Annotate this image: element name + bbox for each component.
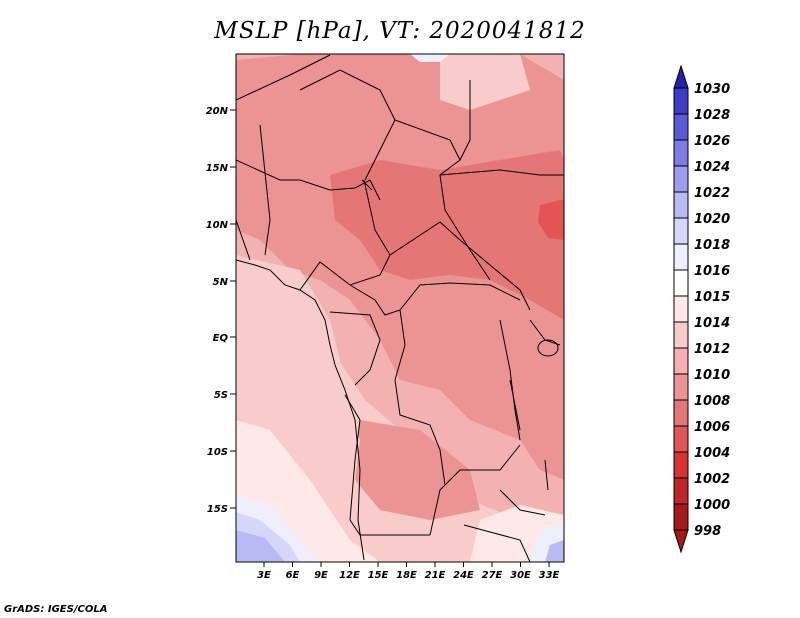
border-line [429,444,521,536]
lat-tick-label: 5S [214,390,228,401]
colorbar-label: 1000 [694,498,730,513]
lat-tick-label: 10S [207,447,228,458]
colorbar-swatch [673,451,689,479]
colorbar-label: 1018 [694,238,730,253]
colorbar-swatch [673,243,689,271]
credit-text: GrADS: IGES/COLA [4,604,108,615]
lat-tick-label: 15N [206,163,229,174]
field-1008-south [355,420,480,520]
colorbar-label: 1016 [694,264,730,279]
colorbar-swatch [673,503,689,531]
colorbar-label: 1026 [694,134,730,149]
colorbar-label: 1006 [694,420,730,435]
lon-tick-label: 12E [339,570,360,581]
colorbar-label: 1028 [694,108,730,123]
colorbar-label: 1014 [694,316,730,331]
lat-tick-label: 10N [206,220,229,231]
colorbar-swatch [673,373,689,401]
colorbar-swatch [673,295,689,323]
field-1004 [538,200,564,240]
border-line [439,169,564,176]
colorbar-label: 1008 [694,394,730,409]
lon-tick-label: 18E [396,570,417,581]
lon-tick-label: 9E [314,570,328,581]
border-line [389,221,531,311]
colorbar-swatch [673,529,689,554]
lake-malawi [544,459,549,491]
lat-tick-label: 20N [206,106,229,117]
colorbar-label: 1010 [694,368,730,383]
colorbar-swatch [673,139,689,167]
border-line [299,69,396,181]
colorbar-swatch [673,477,689,505]
border-line [459,80,471,161]
border-line [236,54,331,101]
lat-tick-label: 15S [207,504,228,515]
map-frame [235,53,565,563]
colorbar-label: 1020 [694,212,730,227]
colorbar-swatch [673,165,689,193]
colorbar-swatch [673,425,689,453]
lake-tanganyika [509,379,521,431]
pressure-field [236,54,564,562]
colorbar-swatch [673,191,689,219]
colorbar-label: 1004 [694,446,730,461]
field-north-lavender [410,54,450,62]
colorbar-swatch [673,87,689,115]
colorbar-label: 998 [694,524,721,539]
colorbar-label: 1030 [694,82,730,97]
lat-tick-label: 5N [213,277,229,288]
colorbar-swatch [673,113,689,141]
lon-tick-label: 21E [425,570,446,581]
colorbar-swatch [673,347,689,375]
border-line [344,394,430,536]
colorbar-label: 1024 [694,160,730,175]
lon-tick-label: 33E [539,570,560,581]
border-line [329,311,381,386]
border-line [349,282,521,316]
border-line [394,309,446,486]
border-line [299,179,391,291]
lake-chad [361,179,373,191]
lat-tick-label: EQ [213,333,229,344]
colorbar-swatch [673,399,689,427]
field-north-light [440,54,530,110]
lakes [361,179,559,491]
field-1020 [236,530,285,562]
border-line [259,124,271,256]
lon-tick-label: 30E [510,570,531,581]
lon-tick-label: 3E [257,570,271,581]
border-line [499,489,546,516]
colorbar-label: 1022 [694,186,730,201]
border-line [236,219,251,261]
map-title: MSLP [hPa], VT: 2020041812 [214,18,586,44]
border-line [236,159,381,201]
colorbar-swatch [673,269,689,297]
border-line [463,524,531,562]
colorbar-label: 1015 [694,290,730,305]
colorbar-swatch [673,321,689,349]
colorbar-label: 1012 [694,342,730,357]
colorbar-swatch [673,217,689,245]
lon-tick-label: 6E [286,570,300,581]
lake-victoria [537,339,559,357]
colorbar-swatch [673,64,689,89]
lon-tick-label: 27E [482,570,503,581]
colorbar-label: 1002 [694,472,730,487]
lon-tick-label: 15E [368,570,389,581]
lon-tick-label: 24E [453,570,474,581]
coastline [236,259,365,561]
field-1018-se [545,540,564,562]
colorbar: 1030 1028 1026 1024 1022 1020 1018 1016 1015 1014… [673,64,730,554]
latitude-axis: 20N 15N 10N 5N EQ 5S 10S 15S [206,106,236,515]
longitude-axis: 3E 6E 9E 12E 15E 18E 21E 24E 27E 30E 33E [257,562,560,581]
